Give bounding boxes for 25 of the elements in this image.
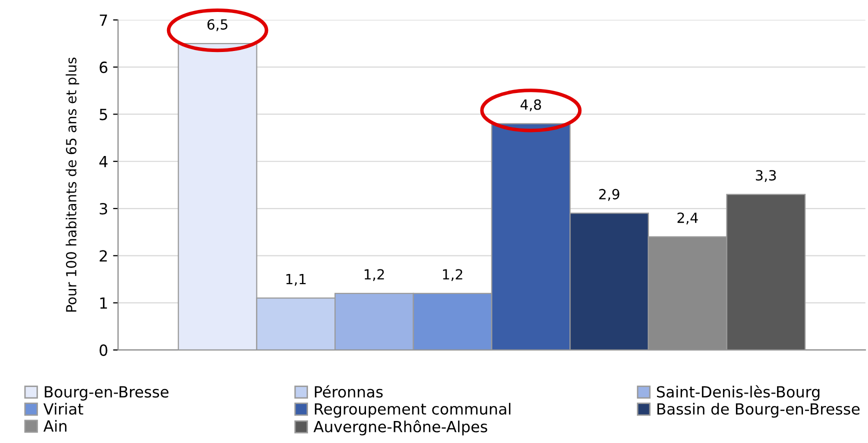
- data-label: 1,2: [443, 269, 462, 282]
- legend-label: Bourg-en-Bresse: [44, 386, 168, 401]
- legend-label: Saint-Denis-lès-Bourg: [656, 385, 820, 401]
- legend-label: Ain: [43, 420, 66, 432]
- legend-label: Péronnas: [314, 385, 383, 398]
- legend-label: Bassin de Bourg-en-Bresse: [657, 402, 860, 418]
- data-label: 4,8: [520, 99, 541, 112]
- y-tick-label: 7: [100, 14, 108, 26]
- legend-label: Auvergne-Rhône-Alpes: [314, 420, 488, 436]
- data-label: 1,1: [286, 274, 306, 286]
- data-label: 1,2: [364, 269, 384, 282]
- data-label: 3,3: [756, 170, 776, 182]
- y-axis-title: Pour 100 habitants de 65 ans et plus: [66, 58, 80, 312]
- y-tick-label: 2: [100, 250, 107, 262]
- y-tick-label: 3: [100, 202, 108, 215]
- y-tick-label: 4: [99, 156, 108, 168]
- y-tick-label: 6: [100, 62, 108, 74]
- legend-label: Viriat: [43, 402, 84, 415]
- data-label: 6,5: [207, 19, 228, 32]
- data-label: 2,9: [599, 188, 620, 201]
- y-tick-label: 0: [100, 344, 108, 356]
- data-label: 2,4: [678, 212, 698, 224]
- y-tick-label: 1: [100, 297, 107, 309]
- legend-label: Regroupement communal: [314, 402, 510, 418]
- y-tick-label: 5: [100, 108, 107, 120]
